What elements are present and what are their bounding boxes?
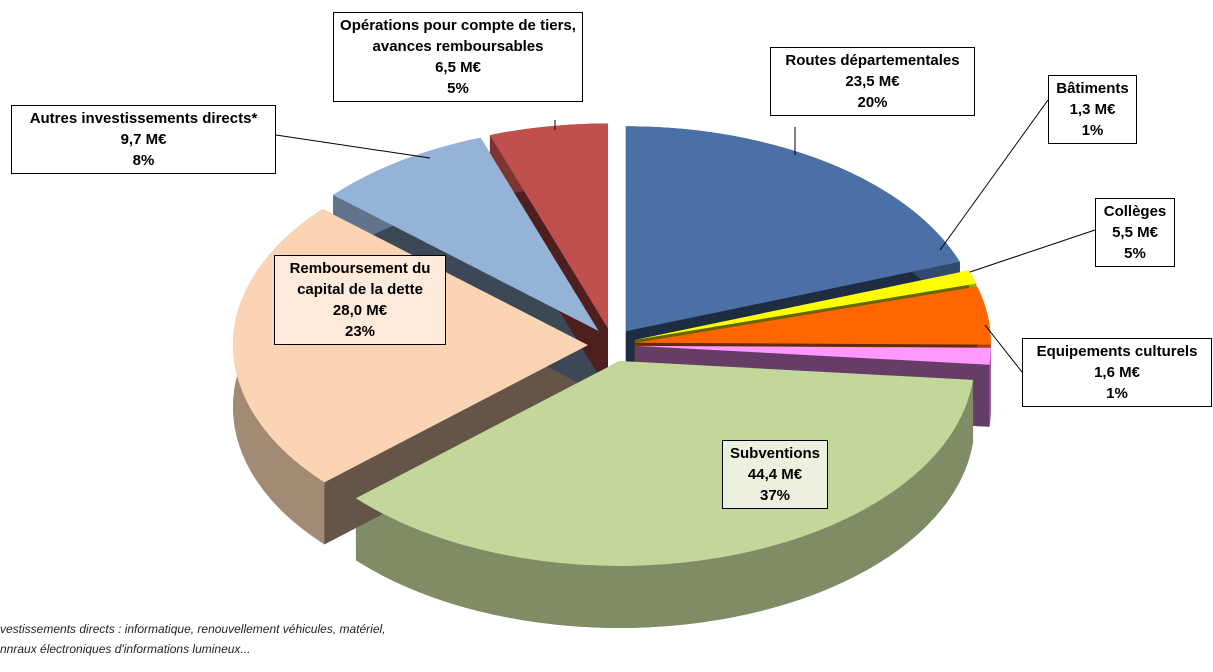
label-value: 5%: [1124, 245, 1146, 262]
label-value: 6,5 M€: [435, 59, 481, 76]
label-value: 5,5 M€: [1112, 224, 1158, 241]
label-value: 1,3 M€: [1069, 101, 1116, 118]
slice: [635, 345, 991, 365]
slice: [634, 270, 977, 340]
label-value: 28,0 M€: [332, 302, 388, 319]
data-label: Bâtiments 1,3 M€ 1%: [1048, 75, 1137, 144]
label-name: Routes départementales: [785, 52, 960, 69]
label-name: Opérations pour compte de tiers, avances…: [340, 17, 576, 55]
slice-side: [355, 379, 974, 628]
label-name: Subventions: [729, 445, 820, 462]
label-name: Autres investissements directs*: [29, 110, 258, 127]
label-value: 37%: [759, 487, 791, 504]
label-value: 23,5 M€: [845, 73, 900, 90]
label-name: Bâtiments: [1056, 80, 1129, 97]
data-label: Collèges 5,5 M€ 5%: [1095, 198, 1175, 267]
data-label: Routes départementales 23,5 M€ 20%: [770, 47, 975, 116]
label-value: 1%: [1081, 122, 1104, 139]
slice: [355, 360, 974, 566]
slice: [625, 126, 960, 332]
label-value: 44,4 M€: [747, 466, 803, 483]
label-value: 23%: [344, 323, 376, 340]
data-label: Opérations pour compte de tiers, avances…: [333, 12, 583, 102]
data-label: Subventions 44,4 M€ 37%: [722, 440, 828, 509]
leader-line: [984, 324, 1023, 373]
label-value: 9,7 M€: [120, 131, 167, 148]
label-value: 5%: [447, 80, 469, 97]
slice: [635, 286, 991, 345]
leader-line: [969, 229, 1096, 273]
leader-line: [275, 134, 431, 159]
slice: [489, 123, 608, 329]
slice-side: [989, 347, 991, 427]
footnote: vestissements directs : informatique, re…: [0, 622, 386, 636]
leader-line: [939, 99, 1049, 251]
slice: [333, 137, 599, 332]
label-value: 8%: [132, 152, 155, 169]
label-name: Remboursement du capital de la dette: [289, 260, 431, 298]
data-label: Remboursement du capital de la dette 28,0…: [274, 255, 446, 345]
label-value: 1,6 M€: [1094, 364, 1140, 381]
label-value: 20%: [857, 94, 888, 111]
label-name: Equipements culturels: [1036, 343, 1198, 360]
label-value: 1%: [1106, 385, 1128, 402]
data-label: Autres investissements directs* 9,7 M€ 8%: [11, 105, 276, 174]
data-label: Equipements culturels 1,6 M€ 1%: [1022, 338, 1212, 407]
label-name: Collèges: [1103, 203, 1167, 220]
footnote: nnraux électroniques d'informations lumi…: [0, 642, 251, 656]
